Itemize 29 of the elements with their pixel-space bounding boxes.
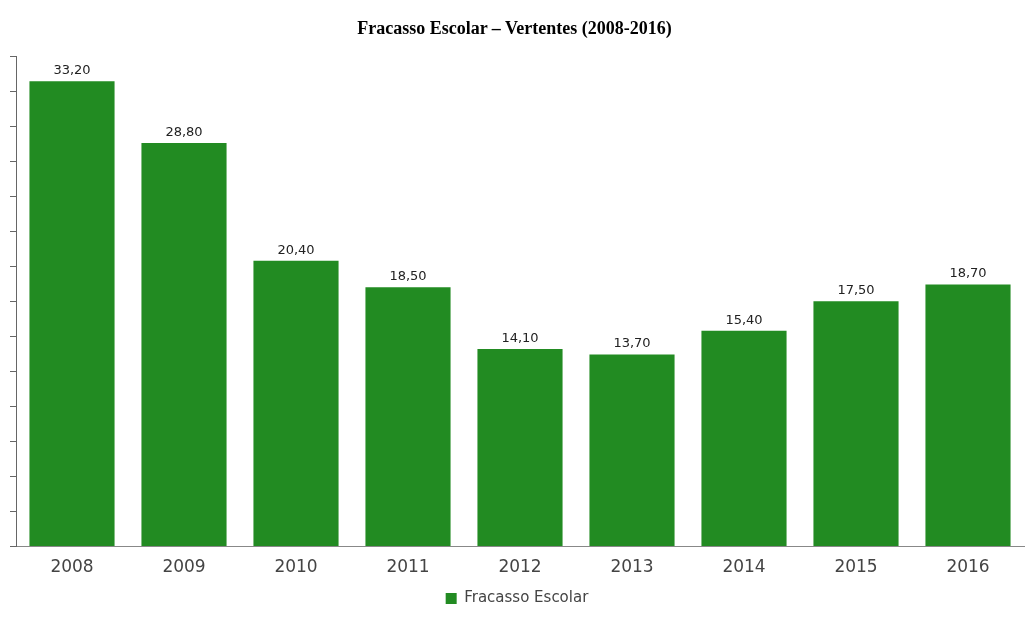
data-label: 13,70 bbox=[613, 335, 651, 351]
chart-title: Fracasso Escolar – Vertentes (2008-2016) bbox=[356, 18, 673, 40]
bar bbox=[813, 301, 899, 547]
data-label: 28,80 bbox=[165, 123, 203, 139]
bar bbox=[141, 142, 227, 547]
x-tick-label: 2009 bbox=[162, 556, 206, 577]
x-tick-label: 2010 bbox=[274, 556, 318, 577]
data-label: 15,40 bbox=[725, 311, 763, 327]
data-label: 17,50 bbox=[837, 282, 875, 298]
x-tick-label: 2011 bbox=[386, 556, 430, 577]
data-label: 18,50 bbox=[389, 268, 427, 284]
data-label: 18,70 bbox=[949, 265, 987, 281]
x-tick-label: 2016 bbox=[946, 556, 990, 577]
x-tick-label: 2012 bbox=[498, 556, 542, 577]
x-tick-label: 2014 bbox=[722, 556, 766, 577]
bar bbox=[925, 284, 1011, 547]
bar bbox=[253, 260, 339, 547]
bar bbox=[701, 330, 787, 547]
x-tick-label: 2008 bbox=[50, 556, 94, 577]
data-label: 20,40 bbox=[277, 241, 315, 257]
data-label: 33,20 bbox=[53, 62, 91, 78]
bar bbox=[29, 81, 115, 547]
legend-label: Fracasso Escolar bbox=[464, 588, 590, 607]
x-tick-label: 2013 bbox=[610, 556, 654, 577]
bar bbox=[365, 287, 451, 547]
bar bbox=[589, 354, 675, 547]
data-label: 14,10 bbox=[501, 329, 539, 345]
x-tick-label: 2015 bbox=[834, 556, 878, 577]
bar bbox=[477, 348, 563, 547]
